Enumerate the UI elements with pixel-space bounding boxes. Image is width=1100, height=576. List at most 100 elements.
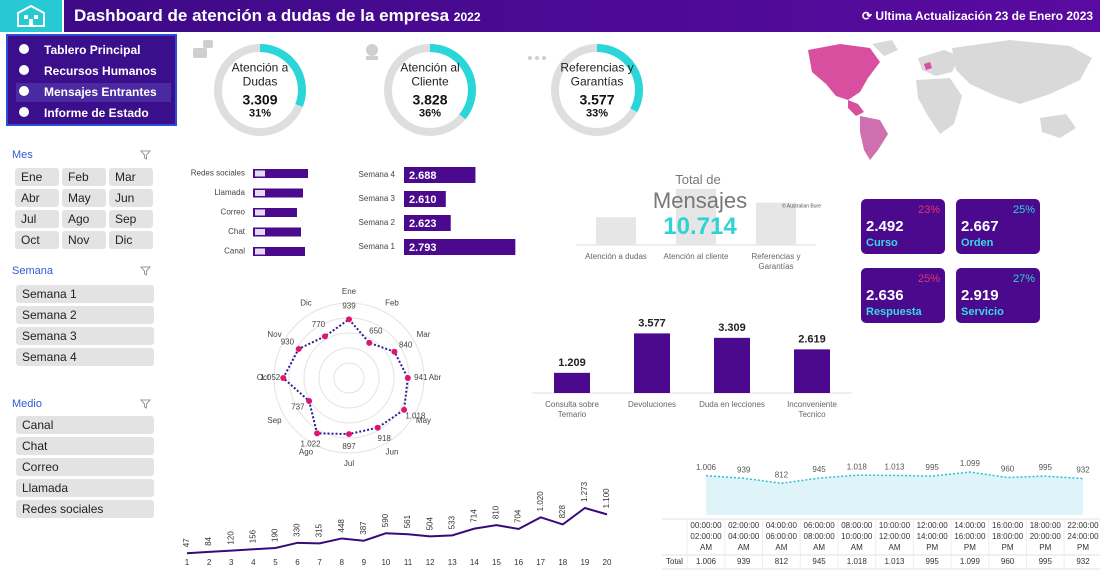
map-greenland: [872, 40, 898, 56]
filter-button[interactable]: Jun: [109, 189, 153, 207]
radar-category-label: Dic: [300, 299, 312, 308]
filter-button[interactable]: Ago: [62, 210, 106, 228]
x-tick-label: 20: [603, 558, 612, 567]
table-cell: 960: [1001, 557, 1015, 566]
x-tick-label: 5: [273, 558, 278, 567]
filter-button[interactable]: Jul: [15, 210, 59, 228]
bar: [404, 239, 516, 255]
update-label: Ultima Actualización: [875, 9, 993, 23]
bar-icon: [255, 190, 265, 196]
gauge-percent: 31%: [248, 107, 272, 120]
filter-clear-icon: [139, 150, 152, 160]
bar-category-label: Chat: [228, 227, 246, 236]
x-tick-label: 8: [340, 558, 345, 567]
line: [186, 506, 608, 555]
bar-category-label: Llamada: [214, 188, 245, 197]
table-cell: 995: [926, 557, 940, 566]
line-value-label: 590: [381, 513, 390, 527]
filter-button[interactable]: Semana 1: [16, 285, 154, 303]
filter-button[interactable]: Semana 3: [16, 327, 154, 345]
filter-button[interactable]: Redes sociales: [16, 500, 154, 518]
filter-button[interactable]: Nov: [62, 231, 106, 249]
bar-category-label: Semana 2: [359, 218, 396, 227]
line-value-label: 120: [226, 531, 235, 545]
x-tick-label: 17: [536, 558, 545, 567]
radar-point: [321, 333, 328, 340]
kpi-value: 2.636: [866, 287, 904, 304]
icon: [366, 56, 378, 60]
filter-button[interactable]: Mar: [109, 168, 153, 186]
gauge-percent: 33%: [585, 107, 609, 120]
filter-button[interactable]: May: [62, 189, 106, 207]
kpi-card: [861, 199, 945, 254]
filter-button[interactable]: Sep: [109, 210, 153, 228]
line-value-label: 1.273: [580, 481, 589, 502]
filter-button[interactable]: Abr: [15, 189, 59, 207]
radar-category-label: Nov: [267, 330, 281, 339]
table-header: 16:00:00 18:00:00 PM: [992, 521, 1024, 552]
filter-button[interactable]: Chat: [16, 437, 154, 455]
line-value-label: 156: [248, 529, 257, 543]
line-value-label: 190: [271, 528, 280, 542]
x-tick-label: 16: [514, 558, 523, 567]
icon: [542, 56, 546, 60]
table-header: 18:00:00 20:00:00 PM: [1029, 521, 1061, 552]
nav-item[interactable]: Mensajes Entrantes: [16, 83, 171, 102]
nav-item[interactable]: Informe de Estado: [44, 106, 149, 120]
filter-button[interactable]: Feb: [62, 168, 106, 186]
radar-value-label: 770: [312, 320, 326, 329]
map-europe: [918, 50, 960, 76]
radar-point: [346, 431, 352, 438]
table-cell: 939: [737, 557, 751, 566]
header-title: Dashboard de atención a dudas de la empr…: [74, 6, 450, 25]
x-tick-label: 6: [295, 558, 300, 567]
total-value: 10.714: [663, 213, 737, 240]
radar-value-label: 941: [414, 373, 428, 382]
radar-category-label: Oct: [257, 373, 270, 382]
bar: [404, 167, 476, 183]
header-title-row: Dashboard de atención a dudas de la empr…: [74, 6, 481, 26]
window: [24, 15, 28, 19]
header-bar: [64, 0, 1100, 32]
kpi-percent: 23%: [918, 204, 940, 216]
radar-category-label: Abr: [429, 373, 442, 382]
nav-panel: Tablero Principal Recursos Humanos Mensaje…: [6, 34, 177, 126]
radar-point: [346, 316, 352, 323]
total-title: Total de: [675, 172, 721, 187]
area-value-label: 1.006: [696, 463, 717, 472]
filter-button[interactable]: Dic: [109, 231, 153, 249]
area-value-label: 812: [775, 470, 789, 479]
nav-item[interactable]: Recursos Humanos: [44, 64, 157, 78]
table-cell: 945: [812, 557, 826, 566]
line-value-label: 84: [204, 536, 213, 545]
update-row: ⟳ Ultima Actualización: [862, 9, 992, 23]
filter-button[interactable]: Semana 2: [16, 306, 154, 324]
radar-value-label: 1.022: [301, 440, 322, 449]
filter-button[interactable]: Oct: [15, 231, 59, 249]
table-cell: 1.099: [960, 557, 981, 566]
kpi-label: Respuesta: [866, 306, 923, 318]
filter-button[interactable]: Ene: [15, 168, 59, 186]
bar-category-label: Semana 3: [359, 194, 396, 203]
filter-button[interactable]: Llamada: [16, 479, 154, 497]
x-tick-label: 13: [448, 558, 457, 567]
kpi-value: 2.667: [961, 218, 999, 235]
radar-category-label: Sep: [267, 416, 282, 425]
nav-item[interactable]: Tablero Principal: [44, 43, 141, 57]
bar: [554, 372, 590, 393]
filter-button[interactable]: Canal: [16, 416, 154, 434]
table-header: 14:00:00 16:00:00 PM: [954, 521, 986, 552]
filter-button[interactable]: Semana 4: [16, 348, 154, 366]
line-value-label: 387: [359, 521, 368, 535]
bar-category-label: Consulta sobre Temario: [545, 400, 599, 419]
filter-button[interactable]: Correo: [16, 458, 154, 476]
line-value-label: 810: [492, 505, 501, 519]
area-value-label: 995: [926, 463, 940, 472]
bar-value-label: 2.623: [409, 218, 437, 230]
area-value-label: 1.099: [960, 459, 981, 468]
building: [17, 4, 45, 27]
gauge-value: 3.577: [579, 91, 615, 108]
map-australia: [1040, 114, 1076, 138]
table-header: 08:00:00 10:00:00 AM: [841, 521, 873, 552]
